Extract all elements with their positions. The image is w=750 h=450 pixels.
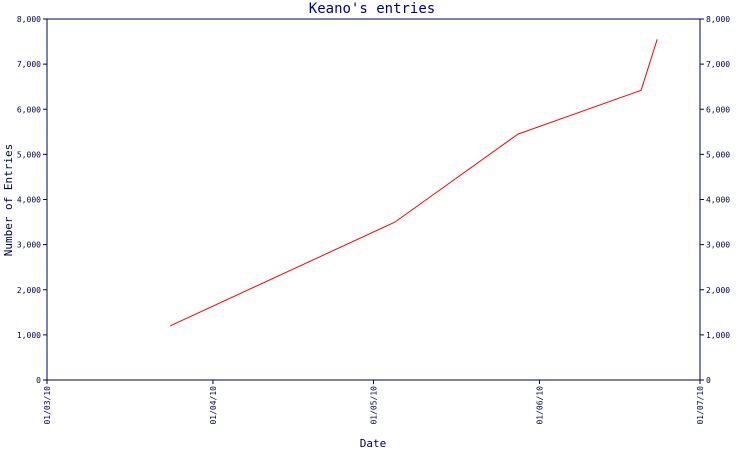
x-axis-title: Date	[360, 437, 387, 450]
x-tick-label: 01/04/10	[209, 386, 218, 425]
y-tick-label-left: 6,000	[17, 105, 41, 114]
y-tick-label-right: 1,000	[706, 331, 730, 340]
ticks: 0 0 1,000 1,000 2,000 2,000 3,000 3,000 4,000 4,0…	[17, 15, 730, 425]
series-line	[169, 39, 658, 327]
x-tick-label: 01/07/10	[696, 386, 705, 425]
y-tick-label-right: 0	[706, 376, 711, 385]
y-tick-label-left: 7,000	[17, 60, 41, 69]
y-tick-label-left: 3,000	[17, 241, 41, 250]
y-tick-label-right: 4,000	[706, 196, 730, 205]
y-tick-label-left: 1,000	[17, 331, 41, 340]
y-tick-label-right: 5,000	[706, 150, 730, 159]
y-tick-label-right: 3,000	[706, 241, 730, 250]
y-tick-label-left: 4,000	[17, 196, 41, 205]
y-axis-title: Number of Entries	[2, 144, 15, 257]
y-tick-label-right: 6,000	[706, 105, 730, 114]
x-tick-label: 01/05/10	[370, 386, 379, 425]
y-tick-label-left: 2,000	[17, 286, 41, 295]
chart-title: Keano's entries	[309, 1, 435, 17]
y-tick-label-left: 8,000	[17, 15, 41, 24]
plot-frame	[46, 18, 701, 381]
y-tick-label-left: 5,000	[17, 150, 41, 159]
y-tick-label-right: 7,000	[706, 60, 730, 69]
series-layer	[169, 39, 658, 327]
y-tick-label-right: 2,000	[706, 286, 730, 295]
y-tick-label-right: 8,000	[706, 15, 730, 24]
x-tick-label: 01/03/10	[43, 386, 52, 425]
x-tick-label: 01/06/10	[535, 386, 544, 425]
y-tick-label-left: 0	[36, 376, 41, 385]
axes	[46, 18, 701, 381]
